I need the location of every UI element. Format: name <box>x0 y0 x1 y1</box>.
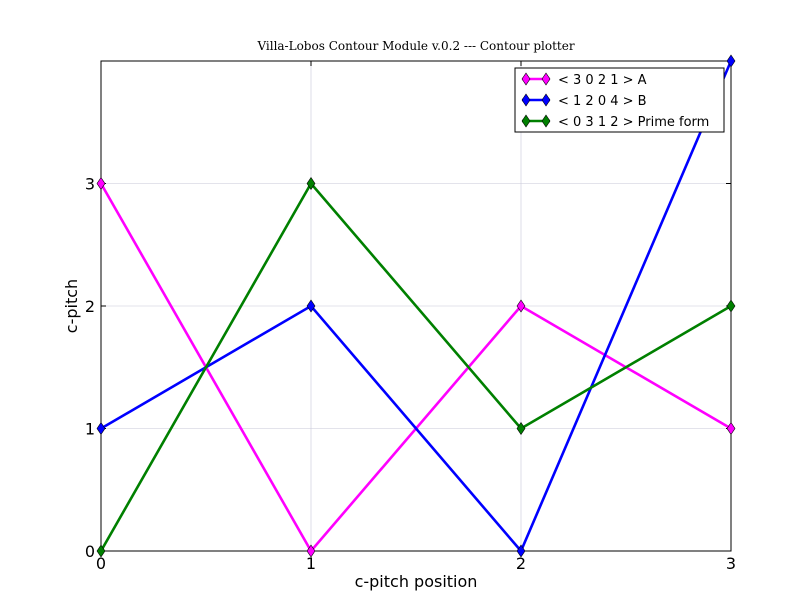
series-line-2 <box>101 181 731 551</box>
series-marker-2 <box>516 421 526 436</box>
x-tick-label: 1 <box>306 554 316 573</box>
series-marker-2 <box>96 544 106 558</box>
y-tick-label: 0 <box>85 542 95 561</box>
series-marker-1 <box>726 54 736 68</box>
y-axis-label: c-pitch <box>62 279 81 333</box>
axis-ticks: 0 1 2 3 0 1 2 3 <box>85 61 736 573</box>
legend-entry-label: < 1 2 0 4 > B <box>558 94 647 109</box>
series-marker-0 <box>726 421 736 436</box>
chart-title: Villa-Lobos Contour Module v.0.2 --- Con… <box>256 39 574 53</box>
legend-swatch-marker <box>541 93 551 107</box>
series-marker-0 <box>96 176 106 191</box>
series-markers <box>96 54 736 558</box>
series-marker-0 <box>516 299 526 313</box>
legend-entry-label: < 3 0 2 1 > A <box>558 73 647 88</box>
y-tick-label: 1 <box>85 420 95 439</box>
series-marker-1 <box>516 544 526 558</box>
series-marker-2 <box>726 299 736 313</box>
series-line-0 <box>101 182 731 551</box>
y-tick-label: 3 <box>85 175 95 194</box>
legend-swatch-marker <box>541 72 551 86</box>
y-tick-label: 2 <box>85 297 95 316</box>
x-axis-label: c-pitch position <box>355 572 478 591</box>
legend-swatch-marker <box>521 114 531 128</box>
x-tick-label: 0 <box>96 554 106 573</box>
legend-swatch-marker <box>541 114 551 128</box>
legend-entry-label: < 0 3 1 2 > Prime form <box>558 115 709 130</box>
legend: < 3 0 2 1 > A < 1 2 0 4 > B < 0 3 1 2 > Pr… <box>514 67 725 133</box>
legend-swatch-marker <box>521 72 531 86</box>
series-lines <box>101 61 731 551</box>
x-tick-label: 3 <box>726 554 736 573</box>
legend-swatch-marker <box>521 93 531 107</box>
x-tick-label: 2 <box>516 554 526 573</box>
series-marker-0 <box>306 544 316 558</box>
series-marker-2 <box>306 176 316 191</box>
series-marker-1 <box>96 421 106 436</box>
series-marker-1 <box>306 299 316 313</box>
